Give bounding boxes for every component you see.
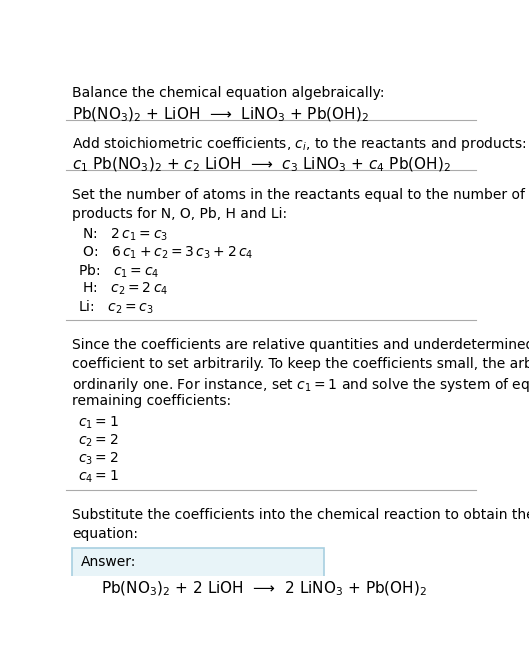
Text: H:   $c_2 = 2\,c_4$: H: $c_2 = 2\,c_4$ — [78, 280, 169, 297]
Text: $c_1 = 1$: $c_1 = 1$ — [78, 415, 119, 431]
Text: Li:   $c_2 = c_3$: Li: $c_2 = c_3$ — [78, 298, 154, 316]
Text: Add stoichiometric coefficients, $c_i$, to the reactants and products:: Add stoichiometric coefficients, $c_i$, … — [72, 135, 527, 153]
Text: $c_3 = 2$: $c_3 = 2$ — [78, 450, 119, 466]
Text: Answer:: Answer: — [80, 555, 136, 569]
Text: N:   $2\,c_1 = c_3$: N: $2\,c_1 = c_3$ — [78, 226, 168, 243]
Text: $c_1$ Pb(NO$_3$)$_2$ + $c_2$ LiOH  ⟶  $c_3$ LiNO$_3$ + $c_4$ Pb(OH)$_2$: $c_1$ Pb(NO$_3$)$_2$ + $c_2$ LiOH ⟶ $c_3… — [72, 155, 451, 174]
Text: Since the coefficients are relative quantities and underdetermined, choose a: Since the coefficients are relative quan… — [72, 338, 529, 352]
Text: Substitute the coefficients into the chemical reaction to obtain the balanced: Substitute the coefficients into the che… — [72, 508, 529, 521]
Text: coefficient to set arbitrarily. To keep the coefficients small, the arbitrary va: coefficient to set arbitrarily. To keep … — [72, 356, 529, 371]
Text: O:   $6\,c_1 + c_2 = 3\,c_3 + 2\,c_4$: O: $6\,c_1 + c_2 = 3\,c_3 + 2\,c_4$ — [78, 245, 254, 261]
Text: ordinarily one. For instance, set $c_1 = 1$ and solve the system of equations fo: ordinarily one. For instance, set $c_1 =… — [72, 375, 529, 393]
Text: remaining coefficients:: remaining coefficients: — [72, 395, 231, 408]
Text: Pb(NO$_3$)$_2$ + 2 LiOH  ⟶  2 LiNO$_3$ + Pb(OH)$_2$: Pb(NO$_3$)$_2$ + 2 LiOH ⟶ 2 LiNO$_3$ + P… — [101, 579, 427, 598]
Text: Balance the chemical equation algebraically:: Balance the chemical equation algebraica… — [72, 85, 385, 100]
Text: $c_4 = 1$: $c_4 = 1$ — [78, 468, 119, 485]
Text: Set the number of atoms in the reactants equal to the number of atoms in the: Set the number of atoms in the reactants… — [72, 188, 529, 202]
Text: products for N, O, Pb, H and Li:: products for N, O, Pb, H and Li: — [72, 206, 287, 221]
Text: Pb(NO$_3$)$_2$ + LiOH  ⟶  LiNO$_3$ + Pb(OH)$_2$: Pb(NO$_3$)$_2$ + LiOH ⟶ LiNO$_3$ + Pb(OH… — [72, 105, 369, 124]
Text: equation:: equation: — [72, 527, 138, 540]
Text: $c_2 = 2$: $c_2 = 2$ — [78, 432, 119, 449]
FancyBboxPatch shape — [72, 549, 324, 606]
Text: Pb:   $c_1 = c_4$: Pb: $c_1 = c_4$ — [78, 263, 160, 280]
